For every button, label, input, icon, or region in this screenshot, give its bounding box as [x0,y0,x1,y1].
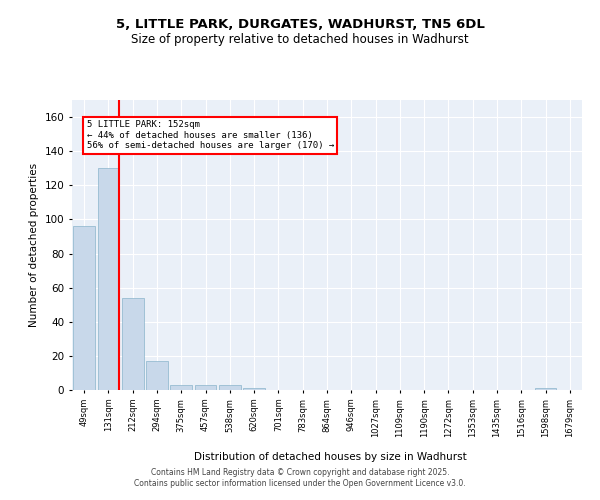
Bar [122,298,143,390]
Text: 5, LITTLE PARK, DURGATES, WADHURST, TN5 6DL: 5, LITTLE PARK, DURGATES, WADHURST, TN5 … [116,18,484,30]
Text: Size of property relative to detached houses in Wadhurst: Size of property relative to detached ho… [131,32,469,46]
Bar [243,388,265,390]
Bar [146,361,168,390]
Bar [73,226,95,390]
Text: 5 LITTLE PARK: 152sqm
← 44% of detached houses are smaller (136)
56% of semi-det: 5 LITTLE PARK: 152sqm ← 44% of detached … [86,120,334,150]
Y-axis label: Number of detached properties: Number of detached properties [29,163,39,327]
Text: Distribution of detached houses by size in Wadhurst: Distribution of detached houses by size … [194,452,466,462]
Bar [97,168,119,390]
Bar [535,388,556,390]
Bar [170,385,192,390]
Bar [219,385,241,390]
Bar [194,385,217,390]
Text: Contains HM Land Registry data © Crown copyright and database right 2025.
Contai: Contains HM Land Registry data © Crown c… [134,468,466,487]
